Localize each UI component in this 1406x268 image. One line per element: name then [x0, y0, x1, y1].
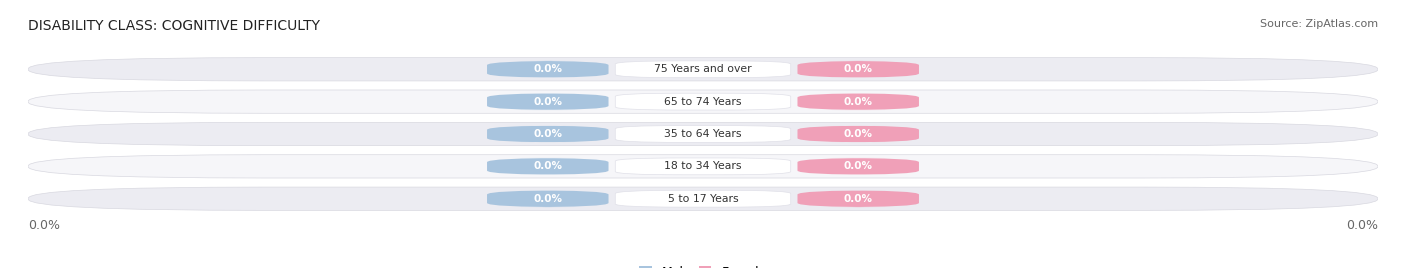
Text: 0.0%: 0.0%: [533, 161, 562, 171]
FancyBboxPatch shape: [486, 61, 609, 78]
FancyBboxPatch shape: [797, 93, 920, 110]
FancyBboxPatch shape: [797, 61, 920, 78]
Text: 0.0%: 0.0%: [533, 194, 562, 204]
FancyBboxPatch shape: [28, 187, 1378, 210]
Text: 0.0%: 0.0%: [844, 129, 873, 139]
FancyBboxPatch shape: [616, 158, 790, 175]
Text: 0.0%: 0.0%: [533, 97, 562, 107]
FancyBboxPatch shape: [616, 61, 790, 78]
FancyBboxPatch shape: [797, 126, 920, 142]
Text: 65 to 74 Years: 65 to 74 Years: [664, 97, 742, 107]
Text: 0.0%: 0.0%: [1346, 219, 1378, 232]
FancyBboxPatch shape: [486, 126, 609, 142]
FancyBboxPatch shape: [486, 158, 609, 175]
Legend: Male, Female: Male, Female: [640, 266, 766, 268]
FancyBboxPatch shape: [486, 93, 609, 110]
Text: 18 to 34 Years: 18 to 34 Years: [664, 161, 742, 171]
Text: Source: ZipAtlas.com: Source: ZipAtlas.com: [1260, 19, 1378, 29]
FancyBboxPatch shape: [28, 58, 1378, 81]
FancyBboxPatch shape: [797, 190, 920, 207]
Text: 0.0%: 0.0%: [844, 64, 873, 74]
FancyBboxPatch shape: [486, 190, 609, 207]
Text: 0.0%: 0.0%: [28, 219, 60, 232]
FancyBboxPatch shape: [28, 122, 1378, 146]
Text: 0.0%: 0.0%: [533, 129, 562, 139]
Text: 0.0%: 0.0%: [844, 194, 873, 204]
FancyBboxPatch shape: [28, 155, 1378, 178]
Text: 0.0%: 0.0%: [533, 64, 562, 74]
Text: 5 to 17 Years: 5 to 17 Years: [668, 194, 738, 204]
FancyBboxPatch shape: [797, 158, 920, 175]
FancyBboxPatch shape: [616, 126, 790, 142]
Text: 0.0%: 0.0%: [844, 97, 873, 107]
FancyBboxPatch shape: [28, 90, 1378, 113]
FancyBboxPatch shape: [616, 190, 790, 207]
Text: 0.0%: 0.0%: [844, 161, 873, 171]
FancyBboxPatch shape: [616, 93, 790, 110]
Text: 35 to 64 Years: 35 to 64 Years: [664, 129, 742, 139]
Text: DISABILITY CLASS: COGNITIVE DIFFICULTY: DISABILITY CLASS: COGNITIVE DIFFICULTY: [28, 19, 321, 33]
Text: 75 Years and over: 75 Years and over: [654, 64, 752, 74]
